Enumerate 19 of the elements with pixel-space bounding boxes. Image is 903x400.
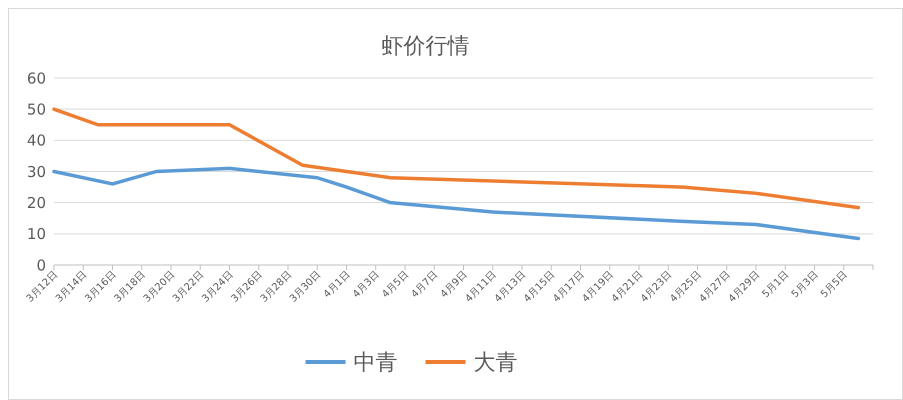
x-tick-label: 5月3日 (790, 269, 821, 300)
legend-label: 中青 (354, 350, 398, 376)
y-tick-label: 0 (36, 256, 46, 274)
x-tick-label: 4月5日 (380, 269, 412, 300)
chart-title: 虾价行情 (382, 34, 470, 59)
line-series (52, 166, 860, 240)
x-tick-label: 4月3日 (350, 269, 382, 300)
x-tick-label: 5月5日 (818, 269, 850, 300)
line-series (52, 107, 860, 210)
y-tick-label: 30 (26, 162, 46, 181)
legend-label: 大青 (474, 350, 518, 376)
y-tick-label: 60 (26, 69, 46, 88)
y-tick-label: 10 (26, 225, 46, 244)
x-tick-label: 4月7日 (409, 269, 440, 300)
y-tick-label: 20 (26, 194, 46, 212)
x-tick-label: 4月1日 (322, 269, 353, 300)
x-tick-label: 5月1日 (760, 269, 792, 300)
y-tick-label: 50 (26, 100, 46, 118)
y-tick-label: 40 (26, 132, 46, 150)
